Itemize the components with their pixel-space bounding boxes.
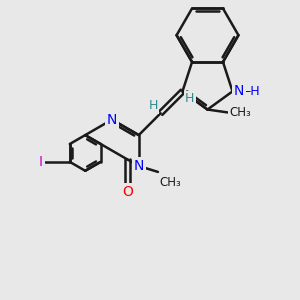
Text: CH₃: CH₃	[230, 106, 251, 119]
Text: H: H	[148, 99, 158, 112]
Text: N: N	[234, 84, 244, 98]
Text: O: O	[122, 184, 133, 199]
Text: N: N	[134, 159, 144, 173]
Text: CH₃: CH₃	[159, 176, 181, 189]
Text: H: H	[185, 92, 194, 105]
Text: –H: –H	[245, 85, 260, 98]
Text: I: I	[39, 155, 43, 169]
Text: N: N	[107, 112, 117, 127]
